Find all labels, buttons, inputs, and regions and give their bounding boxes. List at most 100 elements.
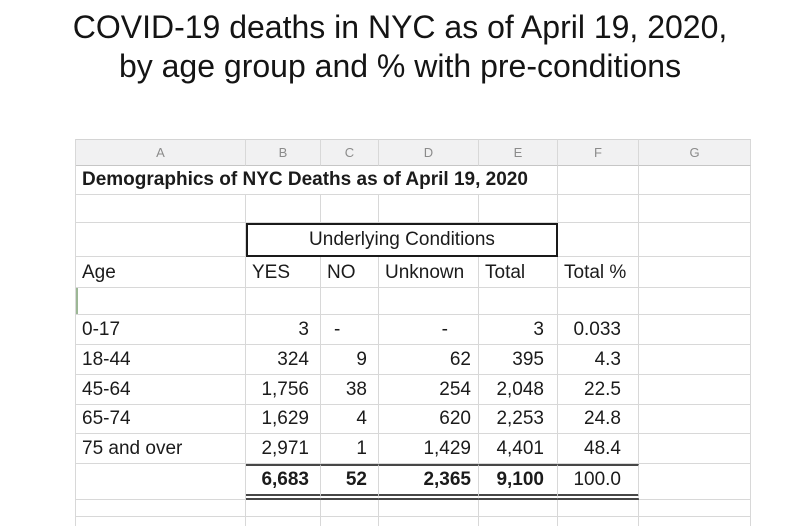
column-header-g[interactable]: G — [639, 139, 751, 166]
total-pct-cell[interactable]: 4.3 — [558, 345, 639, 375]
empty-cell[interactable] — [246, 517, 321, 526]
empty-cell[interactable] — [379, 500, 479, 517]
total-header-cell[interactable]: Total — [479, 257, 558, 288]
empty-cell[interactable] — [558, 288, 639, 315]
empty-cell[interactable] — [379, 288, 479, 315]
page-title-line-1: COVID-19 deaths in NYC as of April 19, 2… — [72, 9, 728, 45]
empty-cell[interactable] — [76, 500, 246, 517]
empty-cell[interactable] — [76, 464, 246, 500]
empty-cell[interactable] — [639, 257, 751, 288]
totals-row: 6,683 52 2,365 9,100 100.0 — [76, 464, 751, 500]
empty-cell[interactable] — [639, 405, 751, 434]
unknown-cell[interactable]: 254 — [379, 375, 479, 405]
empty-cell[interactable] — [639, 500, 751, 517]
unknown-cell[interactable]: 1,429 — [379, 434, 479, 464]
unknown-cell[interactable]: 62 — [379, 345, 479, 375]
column-header-d[interactable]: D — [379, 139, 479, 166]
empty-cell[interactable] — [558, 195, 639, 223]
total-cell[interactable]: 3 — [479, 315, 558, 345]
selected-empty-cell[interactable] — [76, 288, 246, 315]
empty-cell[interactable] — [558, 500, 639, 517]
empty-cell[interactable] — [479, 500, 558, 517]
table-row: 0-17 3 - - 3 0.033 — [76, 315, 751, 345]
column-header-c[interactable]: C — [321, 139, 379, 166]
totals-total-pct-cell[interactable]: 100.0 — [558, 464, 639, 500]
no-cell[interactable]: 1 — [321, 434, 379, 464]
column-header-e[interactable]: E — [479, 139, 558, 166]
age-cell[interactable]: 65-74 — [76, 405, 246, 434]
empty-cell[interactable] — [479, 195, 558, 223]
age-cell[interactable]: 0-17 — [76, 315, 246, 345]
total-pct-cell[interactable]: 0.033 — [558, 315, 639, 345]
empty-cell[interactable] — [639, 166, 751, 195]
empty-cell[interactable] — [558, 223, 639, 257]
empty-cell[interactable] — [639, 288, 751, 315]
total-pct-header-cell[interactable]: Total % — [558, 257, 639, 288]
yes-cell[interactable]: 3 — [246, 315, 321, 345]
age-cell[interactable]: 75 and over — [76, 434, 246, 464]
empty-cell[interactable] — [246, 500, 321, 517]
table-row: 65-74 1,629 4 620 2,253 24.8 — [76, 405, 751, 434]
empty-cell[interactable] — [76, 223, 246, 257]
column-header-f[interactable]: F — [558, 139, 639, 166]
yes-cell[interactable]: 1,756 — [246, 375, 321, 405]
no-cell[interactable]: 9 — [321, 345, 379, 375]
total-pct-cell[interactable]: 48.4 — [558, 434, 639, 464]
spreadsheet: A B C D E F G Demographics of NYC Deaths… — [75, 139, 751, 526]
empty-cell[interactable] — [558, 166, 639, 195]
empty-cell[interactable] — [76, 195, 246, 223]
yes-cell[interactable]: 2,971 — [246, 434, 321, 464]
no-cell[interactable]: 4 — [321, 405, 379, 434]
empty-cell[interactable] — [379, 195, 479, 223]
unknown-header-cell[interactable]: Unknown — [379, 257, 479, 288]
empty-cell[interactable] — [76, 517, 246, 526]
empty-cell[interactable] — [321, 288, 379, 315]
totals-total-cell[interactable]: 9,100 — [479, 464, 558, 500]
empty-cell[interactable] — [558, 517, 639, 526]
yes-cell[interactable]: 1,629 — [246, 405, 321, 434]
total-pct-cell[interactable]: 24.8 — [558, 405, 639, 434]
column-header-b[interactable]: B — [246, 139, 321, 166]
unknown-cell[interactable]: - — [379, 315, 479, 345]
empty-cell[interactable] — [639, 195, 751, 223]
total-cell[interactable]: 2,253 — [479, 405, 558, 434]
table-row: 45-64 1,756 38 254 2,048 22.5 — [76, 375, 751, 405]
underlying-conditions-box[interactable]: Underlying Conditions — [246, 223, 558, 257]
total-cell[interactable]: 2,048 — [479, 375, 558, 405]
empty-cell[interactable] — [639, 345, 751, 375]
page-title: COVID-19 deaths in NYC as of April 19, 2… — [0, 8, 800, 86]
empty-cell[interactable] — [321, 500, 379, 517]
empty-cell[interactable] — [321, 517, 379, 526]
age-header-cell[interactable]: Age — [76, 257, 246, 288]
empty-cell[interactable] — [479, 517, 558, 526]
empty-cell[interactable] — [479, 288, 558, 315]
empty-cell[interactable] — [321, 195, 379, 223]
empty-cell[interactable] — [639, 517, 751, 526]
totals-yes-cell[interactable]: 6,683 — [246, 464, 321, 500]
empty-cell[interactable] — [379, 517, 479, 526]
column-header-a[interactable]: A — [76, 139, 246, 166]
no-cell[interactable]: 38 — [321, 375, 379, 405]
empty-cell[interactable] — [639, 315, 751, 345]
no-header-cell[interactable]: NO — [321, 257, 379, 288]
table-row: 18-44 324 9 62 395 4.3 — [76, 345, 751, 375]
empty-cell[interactable] — [639, 375, 751, 405]
empty-cell[interactable] — [246, 288, 321, 315]
age-cell[interactable]: 45-64 — [76, 375, 246, 405]
yes-cell[interactable]: 324 — [246, 345, 321, 375]
sheet-title-cell[interactable]: Demographics of NYC Deaths as of April 1… — [76, 166, 558, 195]
unknown-cell[interactable]: 620 — [379, 405, 479, 434]
totals-no-cell[interactable]: 52 — [321, 464, 379, 500]
age-cell[interactable]: 18-44 — [76, 345, 246, 375]
empty-cell[interactable] — [639, 464, 751, 500]
total-cell[interactable]: 395 — [479, 345, 558, 375]
empty-cell[interactable] — [246, 195, 321, 223]
yes-header-cell[interactable]: YES — [246, 257, 321, 288]
total-cell[interactable]: 4,401 — [479, 434, 558, 464]
no-cell[interactable]: - — [321, 315, 379, 345]
empty-cell[interactable] — [639, 223, 751, 257]
total-pct-cell[interactable]: 22.5 — [558, 375, 639, 405]
empty-cell[interactable] — [639, 434, 751, 464]
totals-unknown-cell[interactable]: 2,365 — [379, 464, 479, 500]
